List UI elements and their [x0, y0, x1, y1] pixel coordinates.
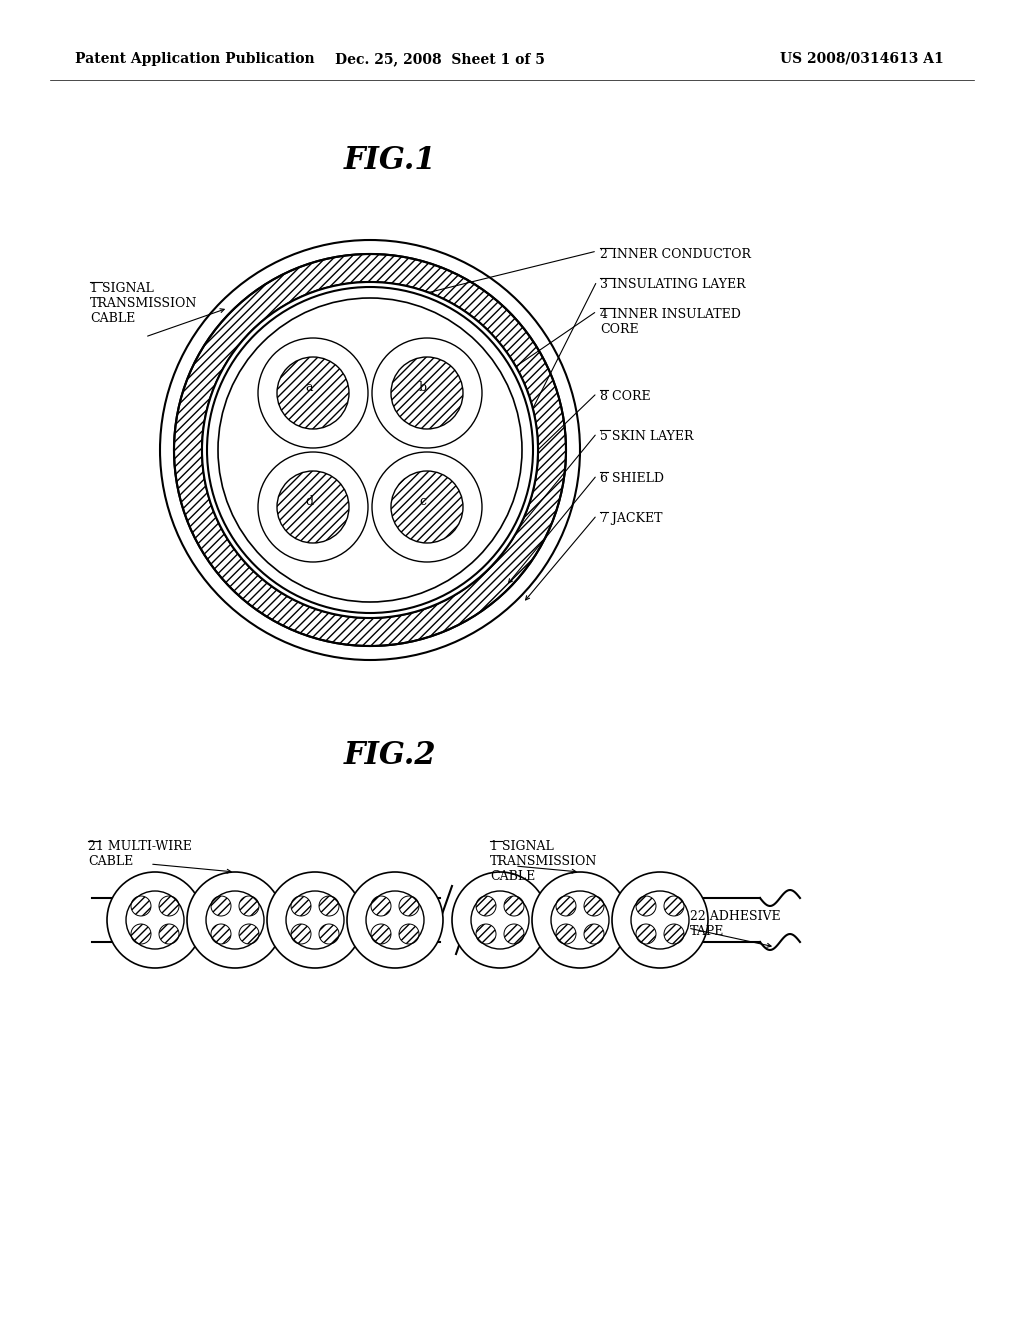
Circle shape — [366, 891, 424, 949]
Text: 3 INSULATING LAYER: 3 INSULATING LAYER — [600, 279, 745, 290]
Circle shape — [258, 338, 368, 447]
Text: a: a — [305, 381, 312, 393]
Circle shape — [206, 891, 264, 949]
Text: FIG.2: FIG.2 — [344, 741, 436, 771]
Text: 1 SIGNAL
TRANSMISSION
CABLE: 1 SIGNAL TRANSMISSION CABLE — [490, 840, 597, 883]
Text: c: c — [419, 495, 426, 508]
Circle shape — [286, 891, 344, 949]
Text: Patent Application Publication: Patent Application Publication — [75, 51, 314, 66]
Circle shape — [372, 338, 482, 447]
Circle shape — [218, 298, 522, 602]
Circle shape — [187, 873, 283, 968]
Text: 1 SIGNAL
TRANSMISSION
CABLE: 1 SIGNAL TRANSMISSION CABLE — [90, 282, 198, 325]
Text: 22 ADHESIVE
TAPE: 22 ADHESIVE TAPE — [690, 909, 780, 939]
Circle shape — [160, 240, 580, 660]
Text: b: b — [419, 381, 427, 393]
Text: 6 SHIELD: 6 SHIELD — [600, 473, 664, 484]
Circle shape — [258, 451, 368, 562]
Text: US 2008/0314613 A1: US 2008/0314613 A1 — [780, 51, 944, 66]
Circle shape — [207, 286, 534, 612]
Circle shape — [551, 891, 609, 949]
Circle shape — [532, 873, 628, 968]
Text: FIG.1: FIG.1 — [344, 145, 436, 176]
Circle shape — [126, 891, 184, 949]
Text: 2 INNER CONDUCTOR: 2 INNER CONDUCTOR — [600, 248, 751, 261]
Text: Dec. 25, 2008  Sheet 1 of 5: Dec. 25, 2008 Sheet 1 of 5 — [335, 51, 545, 66]
Text: 4 INNER INSULATED
CORE: 4 INNER INSULATED CORE — [600, 308, 741, 337]
Circle shape — [631, 891, 689, 949]
Circle shape — [612, 873, 708, 968]
Circle shape — [347, 873, 443, 968]
Text: 21 MULTI-WIRE
CABLE: 21 MULTI-WIRE CABLE — [88, 840, 191, 869]
Circle shape — [372, 451, 482, 562]
Text: 7 JACKET: 7 JACKET — [600, 512, 663, 525]
Text: d: d — [305, 495, 313, 508]
Circle shape — [471, 891, 529, 949]
Text: 5 SKIN LAYER: 5 SKIN LAYER — [600, 430, 693, 444]
Text: 8 CORE: 8 CORE — [600, 389, 650, 403]
Circle shape — [452, 873, 548, 968]
Circle shape — [106, 873, 203, 968]
Circle shape — [267, 873, 362, 968]
Circle shape — [202, 282, 538, 618]
Circle shape — [174, 253, 566, 645]
